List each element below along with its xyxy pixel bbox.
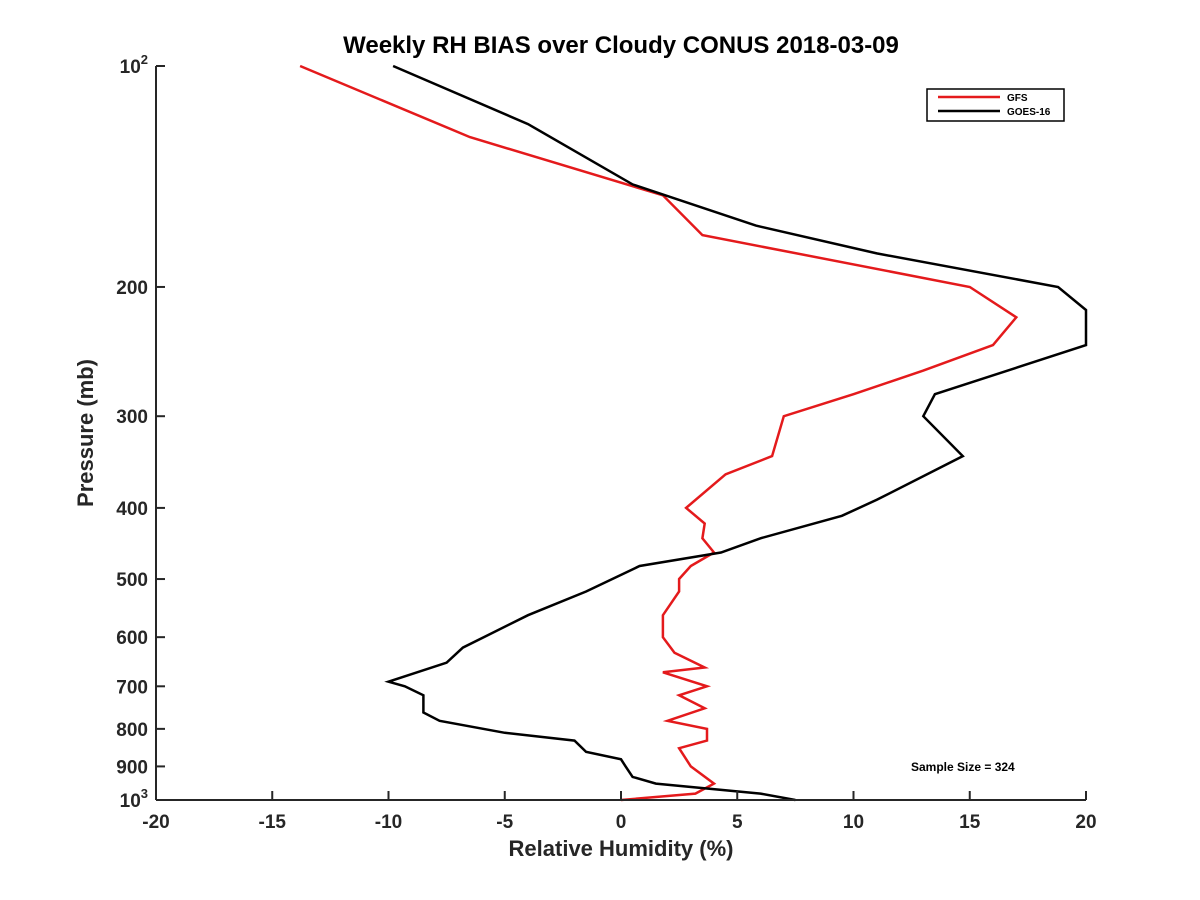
x-tick-label: 20 bbox=[1075, 812, 1096, 833]
y-tick-label: 800 bbox=[116, 720, 148, 741]
legend-label-gfs: GFS bbox=[1007, 93, 1028, 104]
y-tick-label: 200 bbox=[116, 278, 148, 299]
y-tick-label: 500 bbox=[116, 570, 148, 591]
x-tick-label: 15 bbox=[959, 812, 981, 833]
sample-size-annotation: Sample Size = 324 bbox=[911, 760, 1015, 774]
x-tick-label: 0 bbox=[616, 812, 627, 833]
series-line-goes16 bbox=[384, 64, 1088, 802]
x-ticks: -20 -15 -10 -5 0 5 10 15 20 bbox=[142, 791, 1097, 833]
y-tick-label: 400 bbox=[116, 499, 148, 520]
x-tick-label: -10 bbox=[375, 812, 402, 833]
y-tick-label: 900 bbox=[116, 757, 148, 778]
x-axis-label: Relative Humidity (%) bbox=[509, 836, 734, 861]
x-tick-label: -20 bbox=[142, 812, 169, 833]
x-tick-label: -15 bbox=[259, 812, 287, 833]
y-tick-label: 600 bbox=[116, 628, 148, 649]
legend: GFS GOES-16 bbox=[926, 88, 1065, 122]
chart-title: Weekly RH BIAS over Cloudy CONUS 2018-03… bbox=[343, 32, 899, 59]
series-line-gfs bbox=[299, 64, 1019, 802]
y-tick-label: 700 bbox=[116, 677, 148, 698]
x-tick-label: 10 bbox=[843, 812, 864, 833]
x-tick-label: -5 bbox=[496, 812, 513, 833]
y-tick-label: 300 bbox=[116, 407, 148, 428]
legend-box bbox=[926, 88, 1065, 122]
series-layer bbox=[299, 64, 1088, 802]
y-axis-label: Pressure (mb) bbox=[73, 359, 98, 507]
legend-label-goes16: GOES-16 bbox=[1007, 107, 1051, 118]
x-tick-label: 5 bbox=[732, 812, 743, 833]
